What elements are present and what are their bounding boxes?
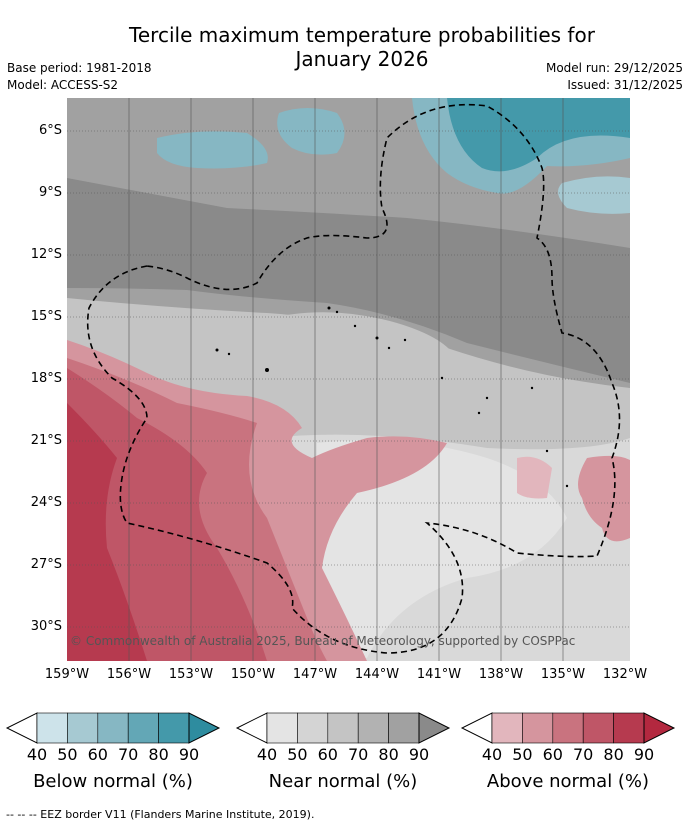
colorbar-tick-label: 50	[512, 745, 533, 764]
colorbar-tick-label: 40	[26, 745, 48, 764]
above-normal-patch-1	[387, 451, 415, 475]
colorbar-extend-high	[643, 712, 676, 744]
colorbar-tick-label: 90	[633, 745, 655, 764]
below-normal-patch-center	[277, 108, 345, 155]
below-normal-core-east	[447, 98, 630, 172]
colorbar-tick-label: 40	[256, 745, 278, 764]
model-name: Model: ACCESS-S2	[7, 78, 119, 92]
colorbar-segment	[67, 712, 99, 744]
colorbar-extend-high	[418, 712, 451, 744]
lat-tick-label: 9°S	[38, 185, 62, 200]
lon-tick-label: 156°W	[106, 667, 152, 682]
colorbar-extend-low	[460, 712, 493, 744]
colorbar-tick-label: 50	[57, 745, 78, 764]
colorbar-tick-label: 70	[118, 745, 139, 764]
lon-tick-label: 138°W	[478, 667, 524, 682]
lon-tick-label: 150°W	[230, 667, 276, 682]
colorbar-segment	[582, 712, 614, 744]
lon-tick-label: 141°W	[416, 667, 462, 682]
lon-tick-label: 153°W	[168, 667, 214, 682]
base-period: Base period: 1981-2018	[7, 61, 152, 75]
islands	[215, 306, 569, 488]
below-normal-patch-west	[157, 131, 268, 169]
colorbar-tick-label: 60	[317, 745, 338, 764]
colorbar-segment	[327, 712, 359, 744]
near-normal-lightest-region	[317, 440, 567, 661]
lon-tick-label: 159°W	[44, 667, 90, 682]
colorbar-segment	[97, 712, 129, 744]
colorbar-tick-label: 70	[348, 745, 369, 764]
colorbar-segment	[552, 712, 584, 744]
forecast-map	[67, 98, 630, 661]
near-normal-island-strip	[262, 312, 457, 364]
colorbar-extend-low	[5, 712, 38, 744]
colorbar-tick-label: 80	[603, 745, 624, 764]
title-line-1: Tercile maximum temperature probabilitie…	[129, 23, 595, 47]
colorbar-segment	[613, 712, 645, 744]
colorbar-segment	[357, 712, 389, 744]
colorbar-segment	[522, 712, 554, 744]
lon-tick-label: 144°W	[354, 667, 400, 682]
colorbar-tick-label: 60	[542, 745, 563, 764]
model-run: Model run: 29/12/2025	[545, 61, 683, 75]
map-title: Tercile maximum temperature probabilitie…	[0, 23, 690, 71]
colorbar-extend-low	[235, 712, 268, 744]
above-normal-patch-3	[578, 455, 630, 542]
colorbar-tick-label: 50	[287, 745, 308, 764]
colorbar-tick-label: 90	[178, 745, 200, 764]
colorbar-tick-label: 80	[148, 745, 169, 764]
colorbar-segment	[127, 712, 159, 744]
title-line-2: January 2026	[295, 47, 429, 71]
lat-tick-label: 24°S	[30, 495, 62, 510]
below-normal-patch-southeast	[558, 176, 630, 214]
colorbar-segment	[36, 712, 68, 744]
colorbar-label: Near normal (%)	[268, 771, 418, 792]
colorbar-tick-label: 40	[481, 745, 503, 764]
colorbar-tick-label: 60	[87, 745, 108, 764]
colorbar-segment	[158, 712, 190, 744]
eez-footnote: -- -- -- EEZ border V11 (Flanders Marine…	[6, 808, 315, 821]
colorbar-segment	[388, 712, 420, 744]
lat-tick-label: 30°S	[30, 619, 62, 634]
colorbar-tick-label: 70	[573, 745, 594, 764]
colorbar-segment	[266, 712, 298, 744]
lon-tick-label: 132°W	[602, 667, 648, 682]
issued-date: Issued: 31/12/2025	[567, 78, 683, 92]
colorbar-label: Above normal (%)	[486, 771, 650, 792]
above-normal-core	[67, 403, 147, 661]
lat-tick-label: 18°S	[30, 371, 62, 386]
near-normal-dark-band	[67, 178, 630, 383]
colorbar-extend-high	[188, 712, 221, 744]
eez-border	[86, 103, 621, 654]
lat-tick-label: 15°S	[30, 309, 62, 324]
colorbar-segment	[491, 712, 523, 744]
colorbar-tick-label: 80	[378, 745, 399, 764]
copyright-notice: © Commonwealth of Australia 2025, Bureau…	[70, 634, 576, 648]
lon-tick-label: 147°W	[292, 667, 338, 682]
lat-tick-label: 27°S	[30, 557, 62, 572]
graticule	[67, 98, 630, 661]
colorbar-label: Below normal (%)	[33, 771, 193, 792]
lon-tick-label: 135°W	[540, 667, 586, 682]
lat-tick-label: 6°S	[38, 123, 62, 138]
lat-tick-label: 12°S	[30, 247, 62, 262]
colorbar-segment	[297, 712, 329, 744]
colorbar-tick-label: 90	[408, 745, 430, 764]
above-normal-patch-2	[517, 456, 552, 499]
lat-tick-label: 21°S	[30, 433, 62, 448]
